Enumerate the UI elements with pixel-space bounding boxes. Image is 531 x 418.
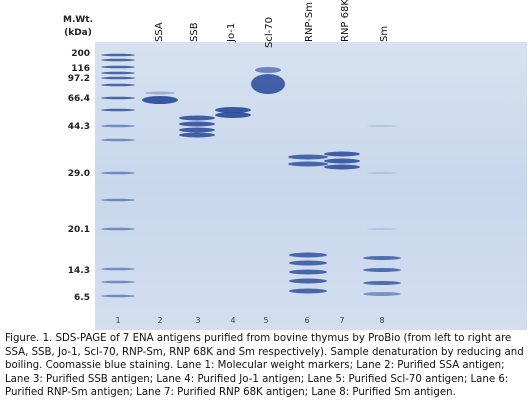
lane-number: 3 bbox=[195, 316, 200, 325]
band bbox=[251, 74, 285, 94]
lane-number: 2 bbox=[157, 316, 162, 325]
band bbox=[324, 158, 360, 164]
band bbox=[289, 278, 327, 284]
lane-label: SSB bbox=[189, 22, 200, 42]
band bbox=[101, 108, 135, 112]
band bbox=[289, 288, 327, 294]
lane-number: 1 bbox=[115, 316, 120, 325]
band bbox=[101, 53, 135, 57]
gel-figure: M.Wt. (kDa) 20011697.266.444.329.020.114… bbox=[63, 0, 527, 330]
band bbox=[101, 280, 135, 284]
band bbox=[101, 138, 135, 142]
band bbox=[179, 115, 215, 121]
bands bbox=[101, 53, 401, 298]
band bbox=[367, 172, 397, 174]
band bbox=[288, 154, 328, 160]
band bbox=[101, 198, 135, 202]
lane-number: 6 bbox=[304, 316, 309, 325]
lane-label: Sm bbox=[379, 26, 390, 42]
band bbox=[363, 256, 401, 260]
band bbox=[101, 124, 135, 128]
mw-header: (kDa) bbox=[64, 28, 92, 38]
lane-number: 7 bbox=[339, 316, 344, 325]
mw-header: M.Wt. bbox=[63, 15, 93, 25]
band bbox=[101, 58, 135, 62]
mw-label: 20.1 bbox=[68, 225, 90, 235]
mw-label: 14.3 bbox=[68, 266, 90, 276]
lane-label: RNP-Sm bbox=[304, 2, 315, 42]
band bbox=[255, 67, 281, 73]
band bbox=[363, 268, 401, 272]
lane-number: 4 bbox=[230, 316, 235, 325]
band bbox=[324, 151, 360, 157]
band bbox=[215, 107, 251, 113]
mw-label: 200 bbox=[71, 49, 90, 59]
lane-label: Scl-70 bbox=[264, 17, 275, 48]
band bbox=[179, 132, 215, 138]
lane-number: 8 bbox=[379, 316, 384, 325]
band bbox=[363, 292, 401, 296]
lane-label: Jo-1 bbox=[226, 23, 237, 43]
band bbox=[101, 171, 135, 175]
gel bbox=[95, 42, 527, 330]
mw-label: 6.5 bbox=[74, 293, 90, 303]
band bbox=[179, 127, 215, 133]
band bbox=[101, 71, 135, 75]
caption: Figure. 1. SDS-PAGE of 7 ENA antigens pu… bbox=[5, 333, 524, 399]
band bbox=[101, 267, 135, 271]
band bbox=[145, 91, 175, 95]
mw-label: 97.2 bbox=[68, 74, 90, 84]
band bbox=[289, 269, 327, 275]
band bbox=[324, 164, 360, 170]
mw-label: 116 bbox=[71, 64, 90, 74]
band bbox=[142, 96, 178, 104]
band bbox=[101, 294, 135, 298]
mw-label: 66.4 bbox=[68, 94, 90, 104]
band bbox=[101, 227, 135, 231]
band bbox=[289, 260, 327, 266]
band bbox=[363, 281, 401, 285]
band bbox=[289, 252, 327, 258]
lane-label: SSA bbox=[154, 22, 165, 42]
band bbox=[367, 228, 397, 230]
mw-label: 44.3 bbox=[68, 122, 90, 132]
band bbox=[215, 112, 251, 118]
band bbox=[101, 76, 135, 80]
lane-label: RNP 68K bbox=[340, 0, 351, 42]
band bbox=[367, 125, 397, 127]
mw-label: 29.0 bbox=[68, 169, 90, 179]
band bbox=[101, 96, 135, 100]
band bbox=[101, 83, 135, 87]
lane-number: 5 bbox=[263, 316, 268, 325]
band bbox=[101, 65, 135, 69]
band bbox=[288, 161, 328, 167]
band bbox=[179, 121, 215, 127]
